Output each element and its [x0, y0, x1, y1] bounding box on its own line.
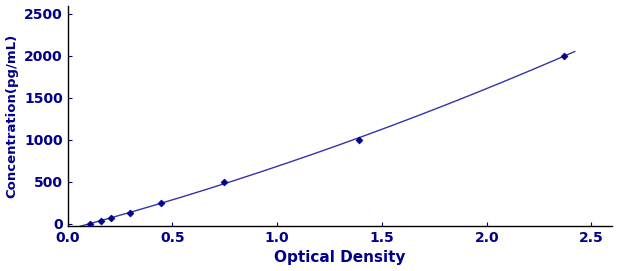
X-axis label: Optical Density: Optical Density [274, 250, 406, 265]
Y-axis label: Concentration(pg/mL): Concentration(pg/mL) [6, 34, 19, 198]
